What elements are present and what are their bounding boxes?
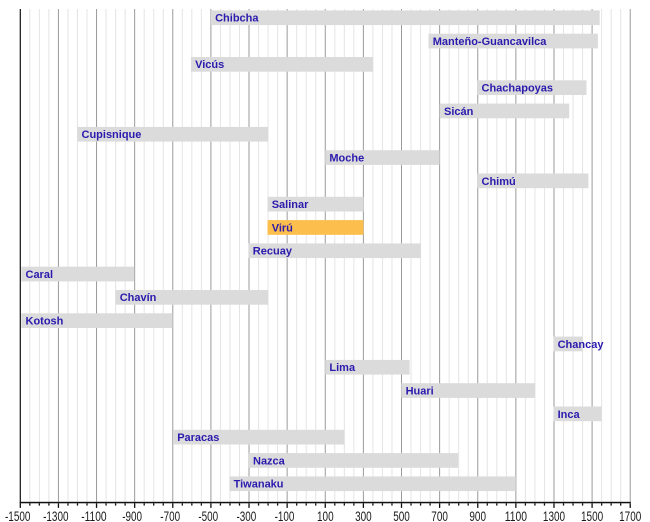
svg-text:1300: 1300: [543, 509, 565, 522]
svg-text:Paracas: Paracas: [177, 432, 219, 444]
svg-text:-700: -700: [160, 509, 180, 522]
svg-text:Moche: Moche: [329, 153, 364, 165]
svg-text:1100: 1100: [505, 509, 527, 522]
svg-text:Inca: Inca: [558, 409, 581, 421]
svg-text:Tiwanaku: Tiwanaku: [234, 479, 284, 491]
svg-text:Kotosh: Kotosh: [26, 316, 64, 328]
svg-text:Caral: Caral: [26, 269, 54, 281]
svg-text:Nazca: Nazca: [253, 455, 286, 467]
svg-text:Chancay: Chancay: [558, 339, 605, 351]
svg-text:-500: -500: [198, 509, 218, 522]
svg-text:-1300: -1300: [43, 509, 68, 522]
svg-text:Recuay: Recuay: [253, 246, 293, 258]
svg-text:500: 500: [393, 509, 410, 522]
svg-text:300: 300: [355, 509, 372, 522]
svg-text:900: 900: [469, 509, 486, 522]
svg-text:-900: -900: [122, 509, 142, 522]
svg-text:Huari: Huari: [406, 385, 434, 397]
svg-text:-1500: -1500: [5, 509, 30, 522]
svg-text:-100: -100: [275, 509, 295, 522]
svg-text:Virú: Virú: [272, 222, 293, 234]
svg-text:-300: -300: [237, 509, 257, 522]
svg-text:Sicán: Sicán: [444, 106, 474, 118]
svg-text:Chibcha: Chibcha: [215, 13, 259, 25]
svg-text:Salinar: Salinar: [272, 199, 309, 211]
svg-text:100: 100: [317, 509, 334, 522]
svg-text:1700: 1700: [619, 509, 641, 522]
svg-text:Lima: Lima: [329, 362, 356, 374]
svg-text:700: 700: [431, 509, 448, 522]
svg-text:Chimú: Chimú: [482, 176, 516, 188]
svg-text:Chachapoyas: Chachapoyas: [482, 83, 554, 95]
svg-text:1500: 1500: [581, 509, 603, 522]
svg-text:-1100: -1100: [81, 509, 106, 522]
svg-text:Manteño-Guancavilca: Manteño-Guancavilca: [433, 36, 548, 48]
svg-text:Cupisnique: Cupisnique: [82, 129, 142, 141]
svg-text:Vicús: Vicús: [195, 59, 224, 71]
svg-text:Chavín: Chavín: [120, 292, 157, 304]
